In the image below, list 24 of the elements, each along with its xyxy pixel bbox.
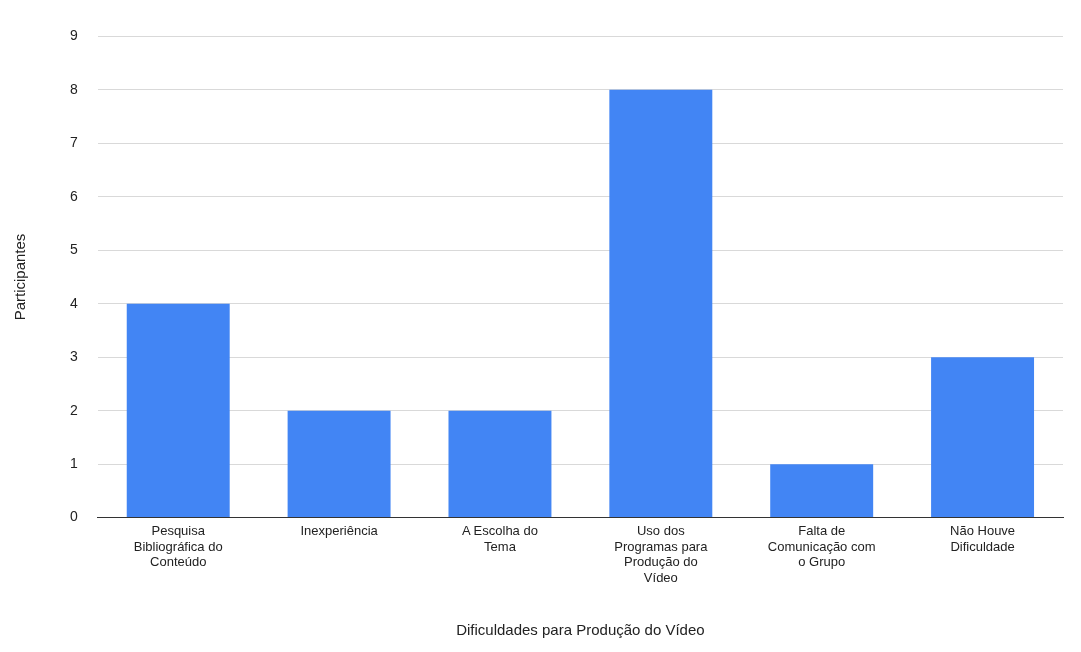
bar: [931, 357, 1035, 518]
x-tick-label: A Escolha do Tema: [462, 522, 538, 554]
bar: [287, 410, 391, 518]
y-tick-label: 4: [69, 294, 78, 311]
y-tick-label: 7: [69, 134, 78, 151]
y-axis-title: Participantes: [11, 233, 29, 321]
x-tick-label: Inexperiência: [300, 522, 379, 538]
x-axis-title: Dificuldades para Produção do Vídeo: [456, 621, 705, 639]
y-tick-label: 2: [69, 401, 78, 418]
bar: [126, 303, 230, 518]
x-tick-label: Uso dos Programas para Produção do Vídeo: [614, 522, 709, 585]
bar: [609, 89, 713, 518]
x-tick-label: Pesquisa Bibliográfica do Conteúdo: [133, 522, 223, 570]
y-tick-label: 9: [69, 27, 78, 44]
x-tick-label: Falta de Comunicação com o Grupo: [767, 522, 876, 570]
y-tick-label: 0: [69, 508, 78, 525]
y-tick-label: 6: [69, 187, 78, 204]
x-tick-label: Não Houve Dificuldade: [950, 522, 1016, 554]
bar: [770, 464, 874, 518]
y-tick-label: 5: [69, 241, 78, 258]
y-tick-label: 1: [69, 454, 78, 471]
y-tick-label: 3: [69, 348, 78, 365]
y-tick-label: 8: [69, 80, 78, 97]
bar: [448, 410, 552, 518]
